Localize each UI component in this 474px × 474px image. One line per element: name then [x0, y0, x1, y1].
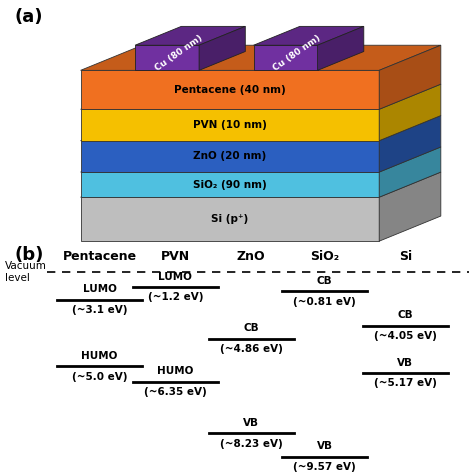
Text: LUMO: LUMO — [158, 272, 192, 282]
Polygon shape — [81, 172, 379, 197]
Text: (~1.2 eV): (~1.2 eV) — [147, 292, 203, 302]
Text: VB: VB — [397, 357, 413, 367]
Text: SiO₂ (90 nm): SiO₂ (90 nm) — [193, 180, 267, 190]
Text: HUMO: HUMO — [82, 351, 118, 361]
Text: (~3.1 eV): (~3.1 eV) — [72, 305, 128, 315]
Polygon shape — [81, 70, 379, 109]
Text: (~9.57 eV): (~9.57 eV) — [293, 462, 356, 472]
Text: (~4.86 eV): (~4.86 eV) — [220, 344, 283, 354]
Text: CB: CB — [244, 323, 259, 333]
Text: Si: Si — [399, 250, 412, 264]
Polygon shape — [318, 27, 364, 70]
Polygon shape — [81, 147, 441, 172]
Text: PVN: PVN — [161, 250, 190, 264]
Text: (~4.05 eV): (~4.05 eV) — [374, 331, 437, 341]
Polygon shape — [81, 109, 379, 141]
Polygon shape — [135, 45, 199, 70]
Text: (~5.17 eV): (~5.17 eV) — [374, 378, 437, 388]
Text: SiO₂: SiO₂ — [310, 250, 339, 264]
Polygon shape — [379, 172, 441, 241]
Polygon shape — [81, 197, 379, 241]
Text: (~8.23 eV): (~8.23 eV) — [220, 438, 283, 448]
Text: VB: VB — [317, 441, 333, 451]
Text: HUMO: HUMO — [157, 366, 193, 376]
Polygon shape — [254, 45, 318, 70]
Text: (a): (a) — [14, 8, 43, 26]
Text: CB: CB — [317, 276, 332, 286]
Text: Pentacene (40 nm): Pentacene (40 nm) — [174, 85, 286, 95]
Polygon shape — [135, 27, 246, 45]
Text: Cu (80 nm): Cu (80 nm) — [272, 33, 323, 73]
Text: Vacuum
level: Vacuum level — [5, 261, 46, 283]
Polygon shape — [379, 84, 441, 141]
Text: ZnO: ZnO — [237, 250, 265, 264]
Polygon shape — [379, 116, 441, 172]
Text: Cu (80 nm): Cu (80 nm) — [153, 33, 204, 73]
Polygon shape — [81, 84, 441, 109]
Text: VB: VB — [243, 418, 259, 428]
Text: Si (p⁺): Si (p⁺) — [211, 214, 248, 224]
Text: (~5.0 eV): (~5.0 eV) — [72, 372, 128, 382]
Polygon shape — [254, 27, 364, 45]
Polygon shape — [81, 141, 379, 172]
Text: Pentacene: Pentacene — [63, 250, 137, 264]
Text: (~6.35 eV): (~6.35 eV) — [144, 387, 207, 397]
Text: CB: CB — [398, 310, 413, 320]
Text: ZnO (20 nm): ZnO (20 nm) — [193, 151, 266, 161]
Text: PVN (10 nm): PVN (10 nm) — [193, 120, 267, 130]
Text: LUMO: LUMO — [82, 284, 117, 294]
Polygon shape — [81, 116, 441, 141]
Polygon shape — [81, 172, 441, 197]
Polygon shape — [379, 147, 441, 197]
Text: (b): (b) — [14, 246, 44, 264]
Text: (~0.81 eV): (~0.81 eV) — [293, 297, 356, 307]
Polygon shape — [81, 45, 441, 70]
Polygon shape — [379, 45, 441, 109]
Polygon shape — [199, 27, 246, 70]
